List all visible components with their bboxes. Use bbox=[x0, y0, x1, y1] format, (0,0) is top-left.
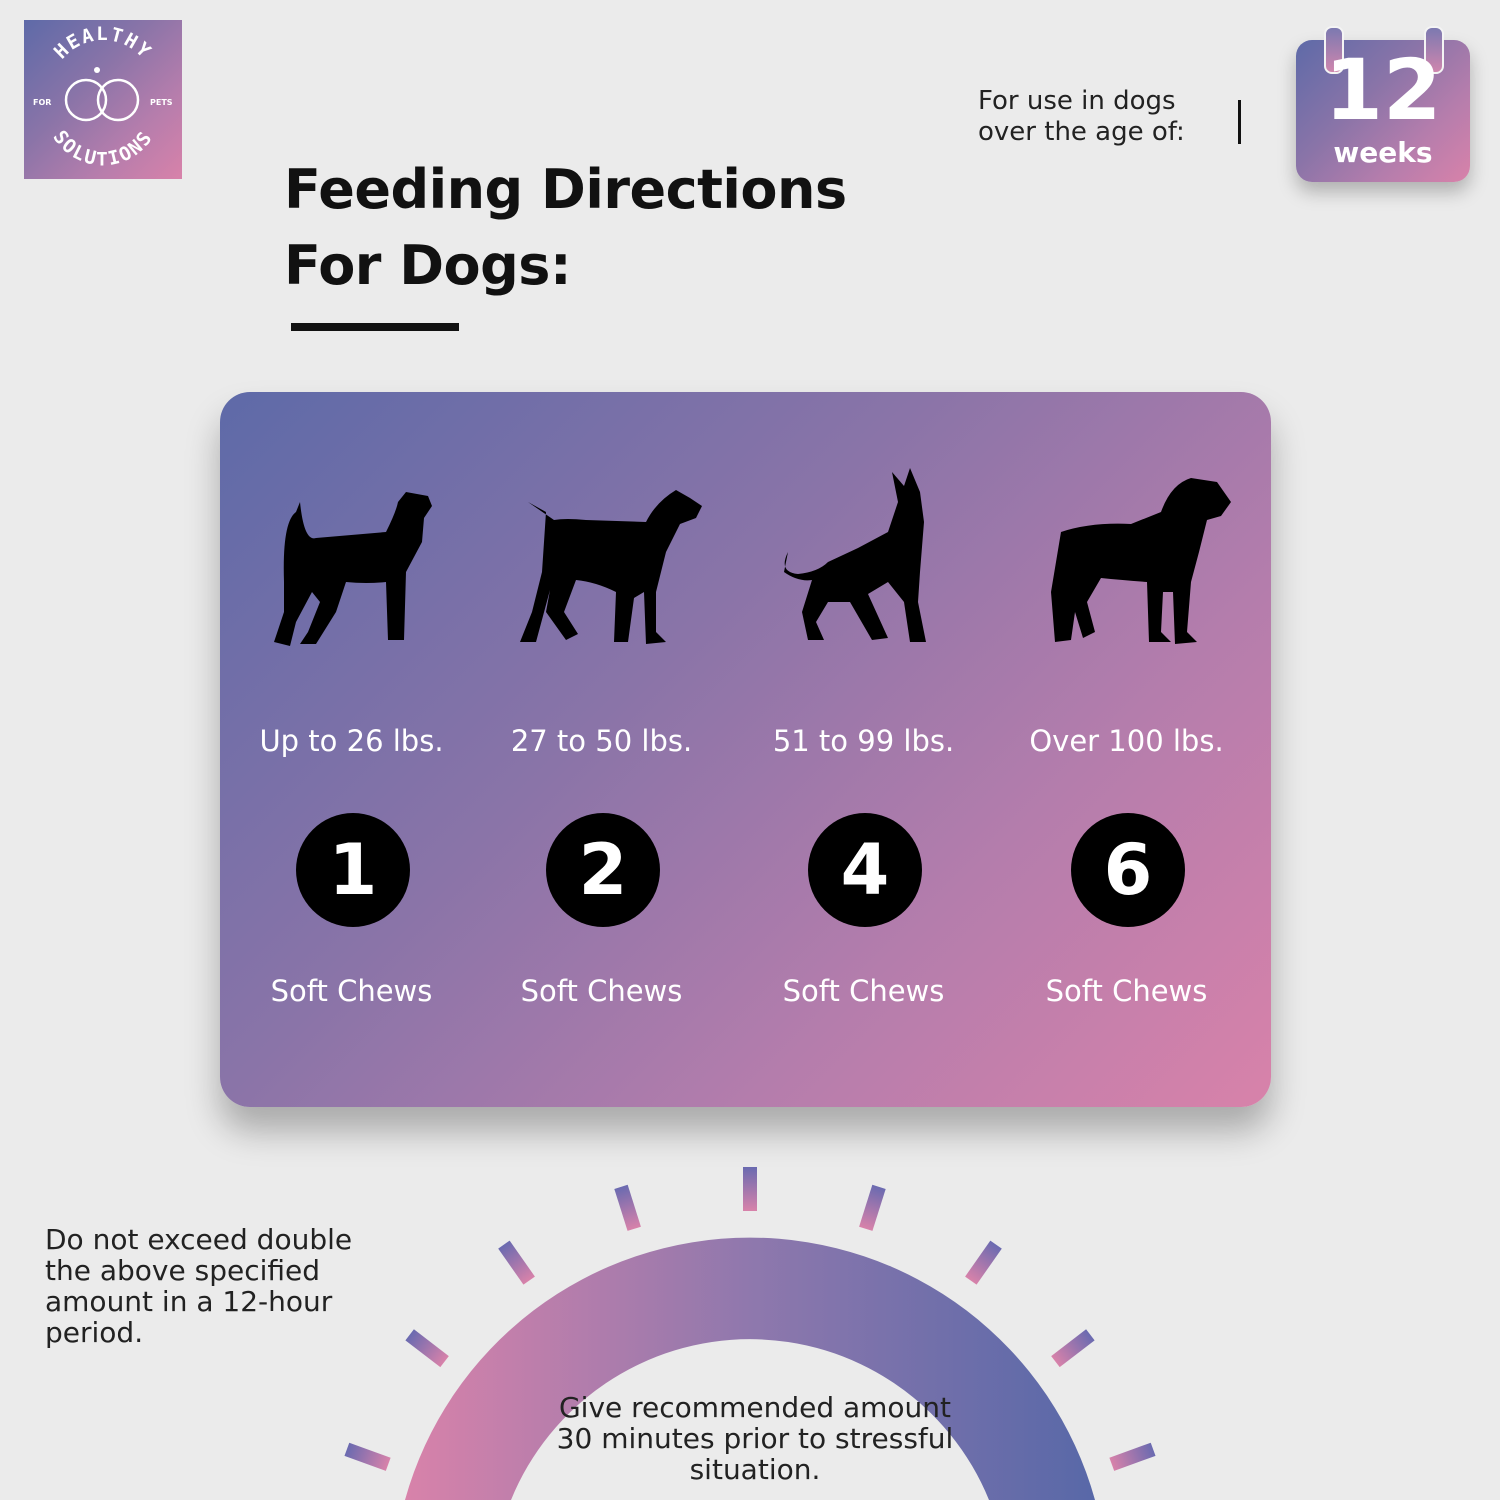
age-unit: weeks bbox=[1333, 136, 1433, 169]
cat-dog-icon bbox=[64, 78, 140, 122]
divider bbox=[1238, 100, 1241, 144]
shepherd-silhouette-icon bbox=[784, 468, 926, 642]
title-line-1: Feeding Directions bbox=[284, 158, 847, 221]
arc-tick bbox=[743, 1167, 757, 1211]
calendar-ring bbox=[1324, 26, 1344, 74]
page-title: Feeding Directions For Dogs: bbox=[284, 152, 847, 304]
svg-text:SOLUTIONS: SOLUTIONS bbox=[48, 126, 157, 170]
age-label-line-1: For use in dogs bbox=[978, 86, 1176, 116]
age-label-line-2: over the age of: bbox=[978, 117, 1185, 147]
arc-ring bbox=[405, 1237, 1095, 1500]
arc-tick bbox=[859, 1184, 886, 1231]
title-line-2: For Dogs: bbox=[284, 234, 572, 297]
logo-emblem: HEALTHY SOLUTIONS FOR PETS bbox=[33, 23, 173, 170]
age-label: For use in dogs over the age of: bbox=[978, 86, 1185, 148]
dosage-card: Up to 26 lbs. 1 Soft Chews 27 to 50 lbs.… bbox=[220, 392, 1271, 1107]
chew-count: 6 bbox=[1071, 813, 1185, 927]
weight-range: Over 100 lbs. bbox=[1029, 724, 1224, 758]
weight-range: Up to 26 lbs. bbox=[259, 724, 444, 758]
chew-count: 1 bbox=[296, 813, 410, 927]
weight-range: 51 to 99 lbs. bbox=[772, 724, 955, 758]
logo-bottom-text: SOLUTIONS bbox=[48, 126, 155, 170]
chew-unit: Soft Chews bbox=[520, 974, 683, 1008]
boxer-silhouette-icon bbox=[1051, 478, 1231, 644]
chew-unit: Soft Chews bbox=[270, 974, 433, 1008]
dosage-warning: Do not exceed double the above specified… bbox=[45, 1223, 353, 1349]
weight-range: 27 to 50 lbs. bbox=[510, 724, 693, 758]
calendar-ring bbox=[1424, 26, 1444, 74]
paw-icon bbox=[94, 67, 100, 73]
chew-count: 4 bbox=[808, 813, 922, 927]
logo-top-text: HEALTHY bbox=[50, 23, 154, 63]
arc-tick bbox=[965, 1240, 1002, 1285]
chew-unit: Soft Chews bbox=[1045, 974, 1208, 1008]
arc-tick bbox=[614, 1184, 641, 1231]
arc-tick bbox=[1109, 1442, 1156, 1471]
title-underline bbox=[291, 323, 459, 331]
arc-tick bbox=[344, 1442, 391, 1471]
timing-instruction: Give recommended amount 30 minutes prior… bbox=[556, 1391, 954, 1486]
brand-logo: HEALTHY SOLUTIONS FOR PETS bbox=[24, 20, 182, 179]
terrier-silhouette-icon bbox=[274, 492, 432, 646]
chew-count: 2 bbox=[546, 813, 660, 927]
sunrise-arc-graphic bbox=[344, 1167, 1156, 1500]
logo-left-text: FOR bbox=[33, 98, 51, 107]
arc-tick bbox=[1051, 1329, 1095, 1368]
svg-text:HEALTHY: HEALTHY bbox=[50, 23, 156, 63]
arc-tick bbox=[405, 1329, 449, 1368]
calendar-icon: 12 weeks bbox=[1296, 26, 1470, 182]
logo-right-text: PETS bbox=[150, 98, 173, 107]
chew-unit: Soft Chews bbox=[782, 974, 945, 1008]
age-number: 12 bbox=[1324, 41, 1442, 139]
mastiff-silhouette-icon bbox=[520, 490, 702, 644]
arc-tick bbox=[498, 1240, 535, 1285]
